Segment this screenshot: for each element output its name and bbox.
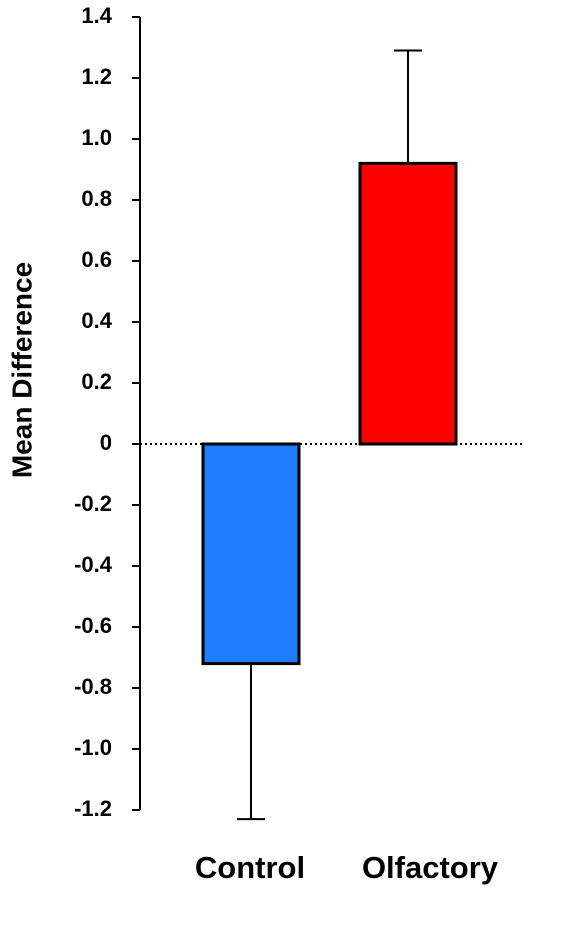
- y-tick-label: -0.2: [74, 491, 112, 516]
- x-tick-label: Olfactory: [362, 850, 499, 885]
- y-tick-label: 0.2: [81, 369, 112, 394]
- y-axis-label: Mean Difference: [6, 262, 37, 478]
- y-tick-label: 1.4: [81, 3, 112, 28]
- bar: [358, 161, 458, 446]
- y-tick-label: 1.0: [81, 125, 112, 150]
- y-tick-label: 1.2: [81, 64, 112, 89]
- y-tick-label: 0.4: [81, 308, 112, 333]
- y-tick-label: -1.0: [74, 735, 112, 760]
- x-tick-label: Control: [195, 850, 305, 885]
- y-tick-label: -1.2: [74, 796, 112, 821]
- y-tick-label: 0.8: [81, 186, 112, 211]
- y-tick-label: -0.8: [74, 674, 112, 699]
- y-tick-label: 0: [100, 430, 112, 455]
- bar: [201, 442, 301, 666]
- y-tick-label: 0.6: [81, 247, 112, 272]
- y-tick-label: -0.6: [74, 613, 112, 638]
- y-tick-label: -0.4: [74, 552, 113, 577]
